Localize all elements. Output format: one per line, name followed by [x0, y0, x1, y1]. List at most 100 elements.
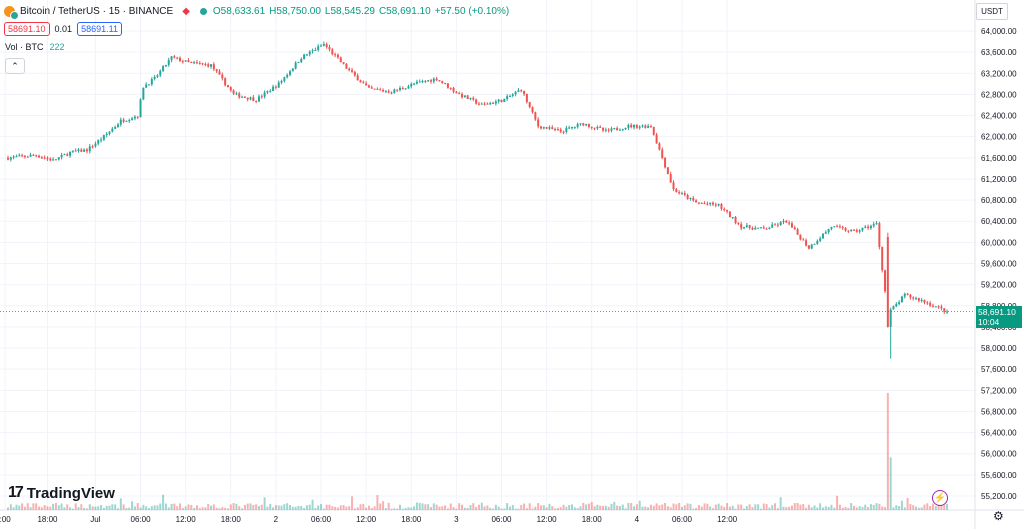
volume-bar — [342, 505, 345, 510]
candle-body — [551, 127, 554, 130]
volume-bar — [565, 506, 568, 510]
candle-body — [929, 302, 932, 306]
sell-price-button[interactable]: 58691.10 — [4, 22, 50, 36]
volume-bar — [585, 504, 588, 510]
volume-bar — [83, 508, 86, 510]
candle-body — [458, 93, 461, 95]
volume-bar — [562, 504, 565, 510]
volume-bar — [757, 504, 760, 510]
volume-bar — [587, 503, 590, 510]
volume-bar — [35, 503, 38, 510]
volume-bar — [508, 506, 511, 510]
symbol-title[interactable]: Bitcoin / TetherUS · 15 · BINANCE — [20, 5, 174, 17]
volume-bar — [672, 503, 675, 510]
candle-body — [116, 124, 119, 127]
time-axis[interactable]: :00 18:00 Jul 06:00 12:00 18:00 2 06:00 12:00 18:… — [0, 515, 738, 524]
candle-body — [714, 204, 717, 206]
candle-body — [351, 70, 354, 72]
candle-body — [881, 247, 884, 271]
volume-bar — [458, 503, 461, 510]
volume-bar — [875, 503, 878, 510]
volume-bar — [590, 501, 593, 510]
volume-bar — [415, 502, 418, 510]
candle-body — [548, 127, 551, 129]
price-tick-label: 61,200.00 — [981, 175, 1017, 184]
candle-body — [686, 194, 689, 199]
candle-body — [700, 202, 703, 204]
candle-body — [853, 229, 855, 231]
volume-bar — [331, 506, 334, 510]
market-closed-icon[interactable]: ◆ — [182, 5, 190, 17]
settings-gear-icon[interactable]: ⚙ — [993, 509, 1004, 523]
candle-body — [449, 87, 452, 89]
volume-bar — [858, 506, 861, 510]
candle-body — [102, 135, 105, 140]
flash-icon[interactable]: ⚡ — [932, 490, 948, 506]
volume-bar — [571, 504, 573, 510]
candle-body — [799, 234, 802, 240]
candle-body — [398, 87, 401, 91]
candle-body — [336, 54, 339, 58]
candle-body — [367, 85, 370, 88]
price-axis[interactable]: 64,000.00 63,600.00 63,200.00 62,800.00 62,4… — [981, 27, 1017, 501]
volume-bar — [204, 507, 207, 510]
volume-bar — [322, 508, 325, 510]
candle-body — [641, 125, 644, 127]
candle-body — [652, 126, 655, 135]
volume-bar — [125, 508, 128, 510]
volume-bar — [29, 507, 32, 510]
candle-body — [57, 157, 60, 160]
volume-bar — [345, 506, 348, 510]
price-tick-label: 60,800.00 — [981, 196, 1017, 205]
tradingview-logo[interactable]: 17 TradingView — [8, 484, 115, 502]
candle-body — [446, 83, 449, 88]
volume-bar — [418, 503, 421, 510]
candle-body — [788, 222, 791, 224]
candle-body — [754, 227, 757, 230]
candle-body — [740, 224, 743, 229]
price-tick-label: 60,000.00 — [981, 238, 1017, 247]
volume-bar — [469, 505, 472, 510]
candle-body — [311, 50, 314, 52]
volume-bar — [599, 505, 602, 510]
candle-body — [556, 129, 559, 131]
candle-body — [114, 126, 117, 129]
candle-body — [35, 155, 38, 157]
volume-bar — [847, 507, 850, 510]
volume-bar — [900, 500, 903, 510]
volume-bar — [356, 507, 359, 510]
candle-body — [889, 309, 892, 327]
candle-body — [610, 128, 613, 131]
candle-body — [712, 202, 714, 205]
candle-body — [195, 62, 198, 64]
candle-body — [539, 126, 542, 129]
buy-price-button[interactable]: 58691.11 — [77, 22, 122, 36]
volume-bar — [695, 507, 698, 510]
candle-body — [393, 89, 396, 94]
volume-bar — [568, 504, 571, 510]
candle-body — [461, 93, 464, 98]
volume-bar — [21, 503, 24, 510]
candle-body — [221, 74, 224, 79]
candle-body — [173, 56, 176, 58]
volume-bar — [717, 503, 720, 510]
volume-bar — [937, 504, 940, 510]
volume-bar — [272, 507, 275, 510]
volume-bar — [734, 508, 737, 510]
volume-bar — [266, 506, 269, 510]
currency-selector[interactable]: USDT — [976, 3, 1008, 20]
candle-body — [246, 97, 249, 100]
candle-body — [365, 83, 368, 86]
candle-body — [827, 228, 830, 233]
volume-bar — [827, 506, 830, 510]
candle-body — [100, 139, 103, 141]
volume-legend[interactable]: Vol · BTC 222 — [5, 42, 65, 52]
candle-body — [401, 87, 404, 89]
collapse-legend-button[interactable]: ⌃ — [5, 58, 25, 74]
volume-bar — [294, 506, 297, 510]
volume-bar — [142, 504, 145, 510]
candle-body — [534, 112, 537, 120]
volume-bar — [635, 504, 638, 510]
volume-bar — [607, 506, 610, 510]
